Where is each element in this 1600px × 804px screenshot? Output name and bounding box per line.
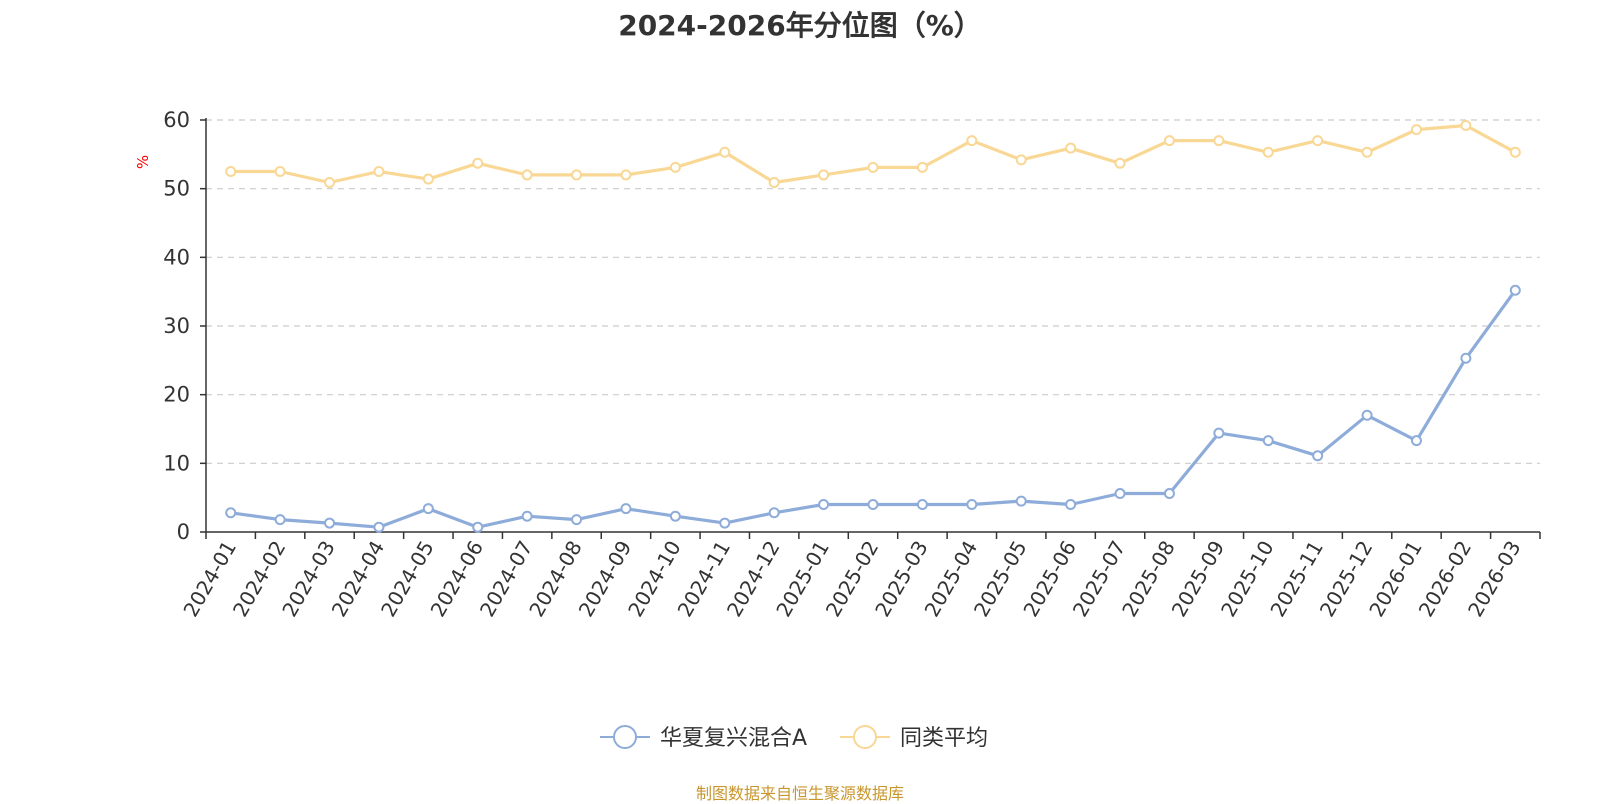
data-point [571,514,583,526]
data-point [1213,427,1225,439]
data-point [422,173,434,185]
data-point [719,146,731,158]
y-axis-label: % [134,155,152,169]
data-point [867,161,879,173]
legend-marker [613,725,637,749]
data-point [1460,119,1472,131]
data-point [472,521,484,533]
data-point [916,161,928,173]
data-point [1065,142,1077,154]
data-point [1213,135,1225,147]
series-lines [225,119,1521,533]
data-point [1312,135,1324,147]
data-point [620,169,632,181]
axes: 0102030405060%2024-012024-022024-032024-… [134,108,1541,621]
data-point [324,517,336,529]
data-point [373,521,385,533]
data-point [1460,352,1472,364]
data-point [1114,488,1126,500]
chart-title: 2024-2026年分位图（%） [618,9,982,42]
data-point [669,161,681,173]
data-point [1163,135,1175,147]
data-point [620,503,632,515]
data-point [1114,157,1126,169]
data-point [1015,495,1027,507]
data-point [1509,284,1521,296]
data-point [1410,124,1422,136]
data-point [1065,499,1077,511]
data-point [571,169,583,181]
data-point [1361,409,1373,421]
grid-lines [206,119,1540,464]
data-point [225,166,237,177]
legend-item-2[interactable]: 同类平均 [840,725,988,751]
y-tick-label: 30 [163,314,190,338]
data-point [966,499,978,511]
legend-marker [853,725,877,749]
y-tick-label: 50 [163,177,190,201]
series-line-2 [230,123,1517,185]
data-point [324,176,336,188]
data-point [422,503,434,515]
legend-label: 同类平均 [900,726,988,751]
legend-label: 华夏复兴混合A [660,726,807,751]
legend-item-1[interactable]: 华夏复兴混合A [600,725,807,751]
data-point [521,169,533,181]
data-point [1262,435,1274,447]
data-point [867,499,879,511]
data-point [1509,146,1521,158]
data-point [472,157,484,169]
y-tick-label: 0 [177,520,190,544]
y-tick-label: 10 [163,451,190,475]
legend[interactable]: 华夏复兴混合A 同类平均 [600,725,988,751]
data-point [274,514,286,526]
data-point [1361,146,1373,158]
data-point [916,499,928,511]
data-point [225,507,237,519]
data-point [768,176,780,188]
data-point [1262,146,1274,158]
y-tick-label: 60 [163,108,190,132]
data-point [274,166,286,177]
data-point [1410,435,1422,447]
data-point [373,166,385,177]
data-point [966,135,978,147]
data-point [719,517,731,529]
source-note: 制图数据来自恒生聚源数据库 [695,784,904,803]
data-point [1312,450,1324,462]
data-point [818,499,830,511]
data-point [768,507,780,519]
data-point [818,169,830,181]
data-point [1015,154,1027,166]
data-point [1163,488,1175,500]
y-tick-label: 20 [163,383,190,407]
data-point [521,510,533,522]
data-point [669,510,681,522]
y-tick-label: 40 [163,245,190,269]
